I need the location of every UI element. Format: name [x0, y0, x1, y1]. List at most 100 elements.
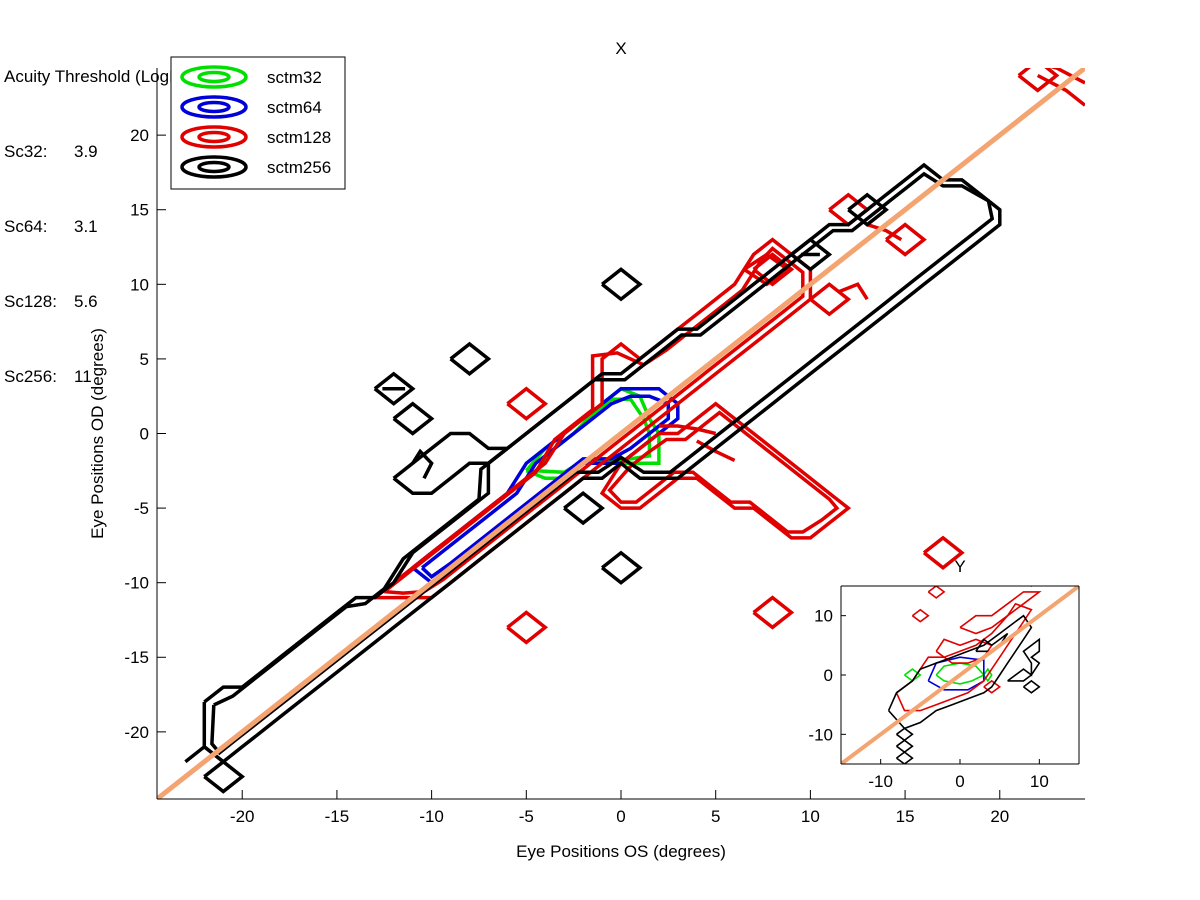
contour-sctm256 [449, 341, 492, 377]
acuity-row-sc256: Sc256: 11 [4, 364, 209, 389]
legend: sctm32 sctm64 sctm128 sctm256 [170, 56, 346, 190]
contour-sctm128 [506, 610, 549, 645]
contour-sctm256 [392, 401, 435, 436]
plot-title: Y [954, 557, 965, 576]
contour-sctm256 [203, 759, 246, 794]
contour-sctm128 [607, 410, 840, 534]
y-axis-label: Eye Positions OD (degrees) [88, 328, 107, 539]
y-tick-label: -5 [134, 499, 149, 518]
acuity-label: Sc32: [4, 142, 48, 161]
contour-sctm256 [1023, 679, 1041, 694]
x-tick-label: -15 [325, 807, 350, 826]
legend-swatch-outer [180, 155, 248, 179]
legend-label: sctm32 [267, 68, 322, 87]
contour-sctm256 [896, 751, 914, 764]
contour-sctm128 [1017, 68, 1060, 93]
legend-swatch-inner [197, 160, 231, 174]
x-tick-label: 10 [1030, 772, 1049, 791]
contour-sctm32 [904, 668, 922, 682]
contour-sctm128 [1030, 586, 1033, 587]
y-tick-label: 0 [140, 424, 149, 443]
inset-plot: -10 0 10 -10 0 10 Y [808, 557, 1080, 791]
acuity-row-sc64: Sc64: 3.1 [4, 214, 209, 239]
acuity-value: 11 [74, 367, 92, 386]
contour-sctm128 [599, 401, 852, 540]
legend-swatch-outer [180, 125, 248, 149]
contour-sctm128 [895, 602, 1033, 712]
legend-swatch-inner [197, 130, 231, 144]
contour-sctm128 [383, 246, 805, 595]
acuity-threshold-panel: Acuity Threshold (LogMar): Sc32: 3.9 Sc64… [4, 14, 209, 414]
y-tick-label: 15 [130, 201, 149, 220]
x-tick-label: -20 [230, 807, 255, 826]
contour-sctm256 [184, 744, 225, 764]
contour-sctm128 [983, 679, 1002, 694]
x-tick-label: -10 [868, 772, 893, 791]
legend-label: sctm256 [267, 158, 331, 177]
contour-sctm256 [601, 550, 643, 585]
legend-swatch-inner [197, 70, 231, 84]
y-tick-label: 10 [814, 607, 833, 626]
acuity-label: Sc64: [4, 217, 48, 236]
acuity-row-sc32: Sc32: 3.9 [4, 139, 209, 164]
contour-sctm256 [896, 727, 914, 742]
x-tick-label: 5 [711, 807, 720, 826]
plot-area [157, 68, 1085, 799]
x-tick-label: 10 [801, 807, 820, 826]
x-axis-label: Eye Positions OS (degrees) [516, 842, 726, 861]
contour-sctm256 [563, 490, 605, 526]
legend-label: sctm64 [267, 98, 322, 117]
contour-sctm128 [927, 586, 946, 599]
contour-sctm128 [809, 282, 852, 317]
acuity-value: 3.1 [74, 217, 98, 236]
contour-sctm128 [752, 595, 795, 630]
acuity-label: Sc256: [4, 367, 57, 386]
y-tick-label: 10 [130, 275, 149, 294]
x-tick-label: 0 [955, 772, 964, 791]
contour-sctm128 [922, 535, 965, 571]
contour-sctm256 [1007, 637, 1041, 682]
series-sctm128 [895, 586, 1042, 712]
contour-sctm128 [752, 252, 795, 287]
x-tick-label: 20 [990, 807, 1009, 826]
contour-sctm128 [658, 424, 717, 436]
acuity-value: 3.9 [74, 142, 98, 161]
contour-sctm128 [885, 222, 927, 257]
y-tick-label: -10 [808, 725, 833, 744]
x-tick-label: 15 [896, 807, 915, 826]
contour-sctm128 [1036, 73, 1085, 107]
contour-sctm128 [959, 591, 1042, 635]
acuity-label: Sc128: [4, 292, 57, 311]
y-tick-label: 20 [130, 126, 149, 145]
contour-sctm128 [838, 282, 869, 301]
legend-swatch-outer [180, 65, 248, 89]
contour-sctm128 [911, 608, 930, 623]
legend-swatch-outer [180, 95, 248, 119]
y-tick-label: 5 [140, 350, 149, 369]
y-tick-label: -10 [124, 574, 149, 593]
acuity-value: 5.6 [74, 292, 98, 311]
x-tick-label: -5 [519, 807, 534, 826]
contour-sctm256 [790, 237, 833, 272]
legend-swatch-inner [197, 100, 231, 114]
main-plot: -20 -15 -10 -5 0 5 10 15 20 -20 -15 -10 -5 0 5 10 15 20 X E… [88, 39, 1085, 861]
plot-area [841, 586, 1079, 764]
contour-sctm256 [601, 267, 643, 302]
plot-title: X [615, 39, 626, 58]
contour-sctm256 [887, 614, 1033, 730]
contour-sctm256 [411, 448, 434, 480]
contour-sctm128 [506, 386, 549, 421]
series-sctm256 [887, 614, 1041, 764]
x-tick-label: 0 [616, 807, 625, 826]
contour-sctm32 [983, 667, 993, 683]
contour-sctm128 [866, 222, 903, 242]
contour-sctm256 [896, 739, 914, 754]
acuity-row-sc128: Sc128: 5.6 [4, 289, 209, 314]
y-tick-label: 0 [824, 666, 833, 685]
y-tick-label: -15 [124, 648, 149, 667]
y-tick-label: -20 [124, 723, 149, 742]
contour-sctm256 [847, 192, 889, 227]
legend-label: sctm128 [267, 128, 331, 147]
unity-line [841, 586, 1079, 764]
